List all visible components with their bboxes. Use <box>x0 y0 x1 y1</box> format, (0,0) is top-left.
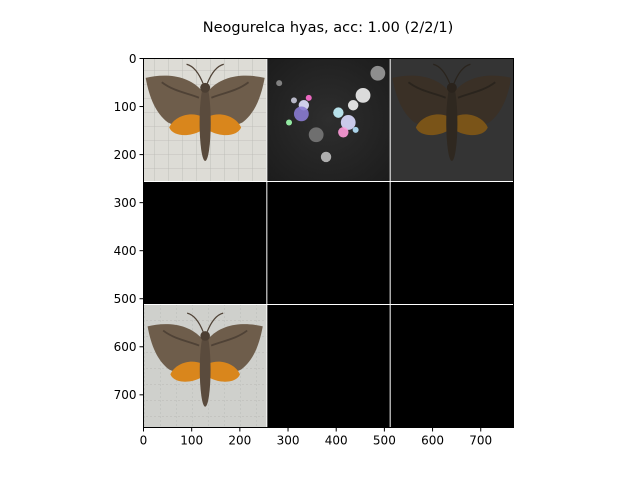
left-wing-band <box>161 81 200 99</box>
y-tick-label: 500 <box>114 292 137 306</box>
moth-head <box>200 82 211 93</box>
plot-area <box>143 58 514 428</box>
grid-separators <box>143 58 514 428</box>
saliency-speck <box>340 115 356 130</box>
left-forewing <box>145 75 203 127</box>
right-hindwing <box>208 361 240 382</box>
right-hindwing <box>208 114 242 136</box>
right-forewing <box>207 324 263 374</box>
right-wing-band <box>211 81 250 99</box>
right-wing-band <box>210 329 248 347</box>
moth-body <box>199 332 211 407</box>
saliency-speck <box>276 80 283 87</box>
y-tick-label: 600 <box>114 340 137 354</box>
cell-background <box>143 181 267 305</box>
moth-figure <box>145 63 265 161</box>
saliency-speck <box>370 65 386 81</box>
x-tick-label: 500 <box>373 434 396 448</box>
grid-cell-1-0 <box>143 181 267 305</box>
left-hindwing <box>415 114 449 136</box>
grid-cell-0-0 <box>143 58 267 182</box>
left-antenna <box>433 63 451 85</box>
saliency-speck <box>293 106 309 122</box>
saliency-speck <box>308 127 324 143</box>
y-tick-label: 100 <box>114 100 137 114</box>
y-tick-label: 700 <box>114 388 137 402</box>
saliency-speck <box>305 94 312 101</box>
saliency-speck <box>320 151 332 163</box>
grid-cell-0-2 <box>390 58 514 182</box>
chart-title: Neogurelca hyas, acc: 1.00 (2/2/1) <box>203 20 454 36</box>
x-tick-label: 400 <box>325 434 348 448</box>
saliency-speck <box>333 107 344 118</box>
left-wing-band <box>162 329 200 347</box>
x-tick-label: 700 <box>469 434 492 448</box>
moth-body <box>199 84 211 161</box>
moth-figure <box>147 312 263 407</box>
cell-background <box>390 304 514 428</box>
y-tick-label: 200 <box>114 148 137 162</box>
x-tick-label: 300 <box>277 434 300 448</box>
left-wing-band <box>407 81 446 99</box>
cell-background <box>266 304 391 428</box>
saliency-speck <box>347 100 359 111</box>
left-antenna <box>186 63 204 85</box>
right-antenna <box>206 312 224 333</box>
right-forewing <box>207 75 265 127</box>
y-tick-label: 300 <box>114 196 137 210</box>
x-tick-label: 200 <box>228 434 251 448</box>
x-axis: 0 100 200 300 400 500 600 700 <box>140 427 492 448</box>
saliency-speck <box>290 97 297 104</box>
y-axis: 0 100 200 300 400 500 600 700 <box>114 52 144 402</box>
grid-cell-1-1 <box>266 181 391 305</box>
moth-head <box>446 82 457 93</box>
y-tick-label: 0 <box>129 52 137 66</box>
left-forewing <box>147 324 203 374</box>
grid-cell-2-0 <box>143 304 267 428</box>
saliency-speck <box>352 126 359 133</box>
image-grid <box>143 58 514 428</box>
right-antenna <box>453 63 471 85</box>
left-forewing <box>392 75 450 127</box>
grid-cell-2-2 <box>390 304 514 428</box>
x-tick-label: 0 <box>140 434 148 448</box>
y-tick-label: 400 <box>114 244 137 258</box>
saliency-speck <box>338 127 349 138</box>
saliency-speck <box>355 88 371 103</box>
x-tick-label: 100 <box>180 434 203 448</box>
right-forewing <box>454 75 512 127</box>
cell-background <box>266 181 391 305</box>
left-hindwing <box>170 361 202 382</box>
moth-figure <box>392 63 512 161</box>
right-antenna <box>206 63 224 85</box>
moth-body <box>446 84 458 161</box>
grid-cell-0-1 <box>266 58 391 182</box>
axes-frame <box>143 58 514 428</box>
right-wing-band <box>457 81 496 99</box>
moth-head <box>200 331 210 341</box>
x-tick-label: 600 <box>421 434 444 448</box>
left-hindwing <box>169 114 202 136</box>
cell-background <box>390 181 514 305</box>
grid-cell-2-1 <box>266 304 391 428</box>
right-hindwing <box>455 114 488 136</box>
grid-cell-1-2 <box>390 181 514 305</box>
saliency-speck <box>286 119 293 126</box>
left-antenna <box>186 312 204 333</box>
